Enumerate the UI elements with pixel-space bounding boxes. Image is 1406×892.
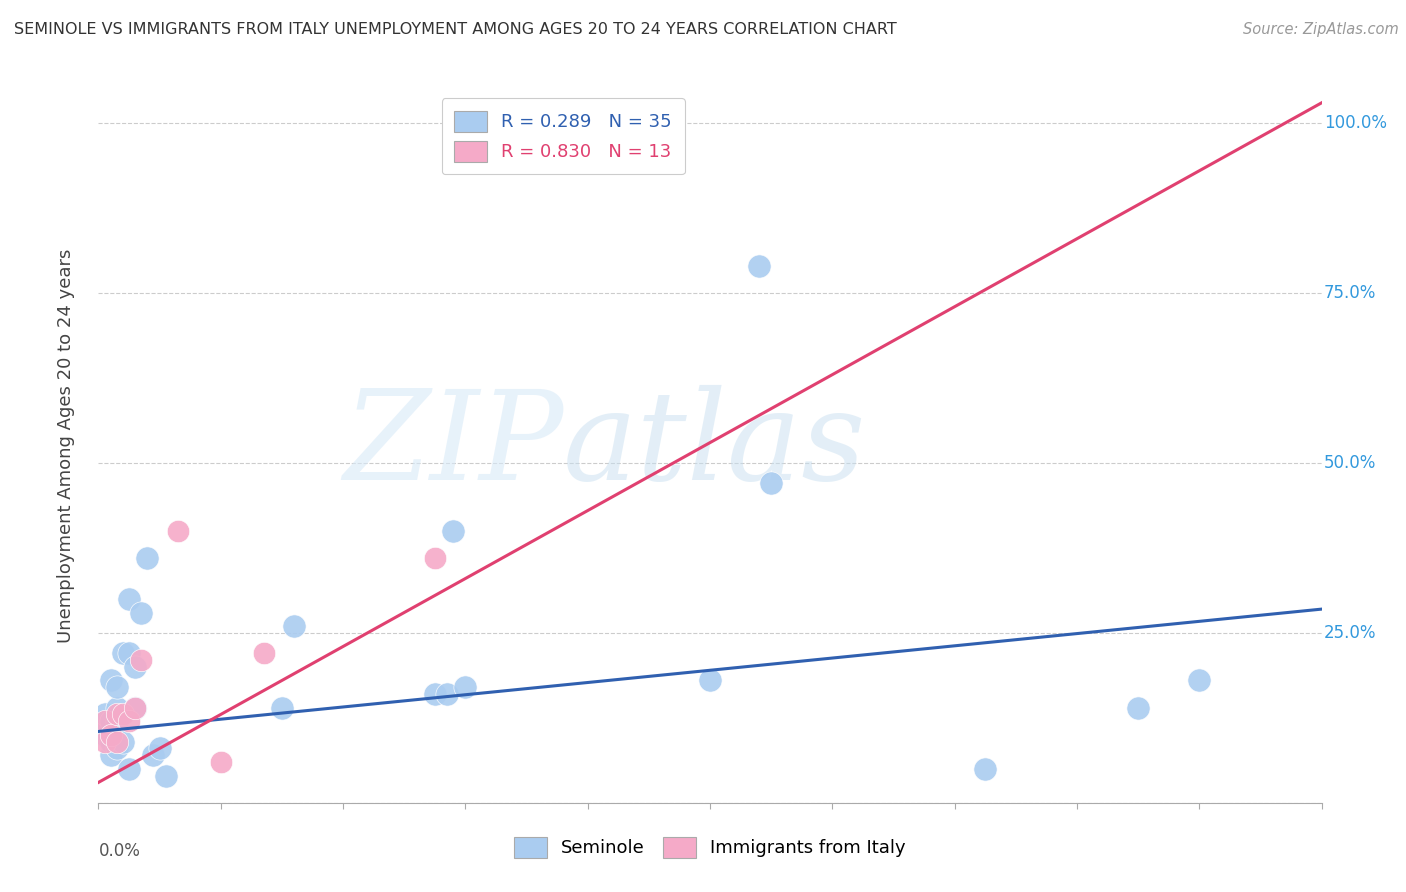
Text: 0.0%: 0.0% — [98, 842, 141, 860]
Point — [209, 755, 232, 769]
Point — [149, 741, 172, 756]
Text: 50.0%: 50.0% — [1324, 454, 1376, 472]
Point — [454, 680, 477, 694]
Point — [124, 700, 146, 714]
Point — [100, 714, 122, 729]
Point — [118, 646, 141, 660]
Point — [436, 687, 458, 701]
Point — [270, 700, 292, 714]
Point — [142, 748, 165, 763]
Point — [129, 606, 152, 620]
Point — [423, 551, 446, 566]
Point — [155, 769, 177, 783]
Text: 25.0%: 25.0% — [1324, 624, 1376, 642]
Legend: Seminole, Immigrants from Italy: Seminole, Immigrants from Italy — [508, 830, 912, 865]
Point — [759, 476, 782, 491]
Text: 75.0%: 75.0% — [1324, 284, 1376, 302]
Point — [105, 741, 128, 756]
Point — [105, 680, 128, 694]
Point — [136, 551, 159, 566]
Point — [699, 673, 721, 688]
Point — [252, 646, 274, 660]
Point — [93, 714, 115, 729]
Point — [1128, 700, 1150, 714]
Text: SEMINOLE VS IMMIGRANTS FROM ITALY UNEMPLOYMENT AMONG AGES 20 TO 24 YEARS CORRELA: SEMINOLE VS IMMIGRANTS FROM ITALY UNEMPL… — [14, 22, 897, 37]
Point — [118, 762, 141, 776]
Point — [100, 728, 122, 742]
Text: 100.0%: 100.0% — [1324, 114, 1388, 132]
Point — [124, 700, 146, 714]
Point — [129, 653, 152, 667]
Text: Source: ZipAtlas.com: Source: ZipAtlas.com — [1243, 22, 1399, 37]
Point — [93, 707, 115, 722]
Point — [124, 660, 146, 674]
Point — [974, 762, 997, 776]
Point — [1188, 673, 1211, 688]
Point — [283, 619, 305, 633]
Point — [167, 524, 190, 538]
Point — [100, 748, 122, 763]
Point — [441, 524, 464, 538]
Point — [111, 646, 134, 660]
Point — [748, 259, 770, 273]
Point — [118, 714, 141, 729]
Point — [100, 734, 122, 748]
Point — [105, 714, 128, 729]
Point — [100, 673, 122, 688]
Point — [111, 734, 134, 748]
Point — [93, 734, 115, 748]
Point — [111, 707, 134, 722]
Point — [118, 591, 141, 606]
Point — [105, 734, 128, 748]
Point — [105, 700, 128, 714]
Point — [93, 728, 115, 742]
Point — [93, 714, 115, 729]
Text: atlas: atlas — [564, 385, 866, 507]
Text: ZIP: ZIP — [343, 385, 564, 507]
Point — [423, 687, 446, 701]
Point — [105, 707, 128, 722]
Y-axis label: Unemployment Among Ages 20 to 24 years: Unemployment Among Ages 20 to 24 years — [56, 249, 75, 643]
